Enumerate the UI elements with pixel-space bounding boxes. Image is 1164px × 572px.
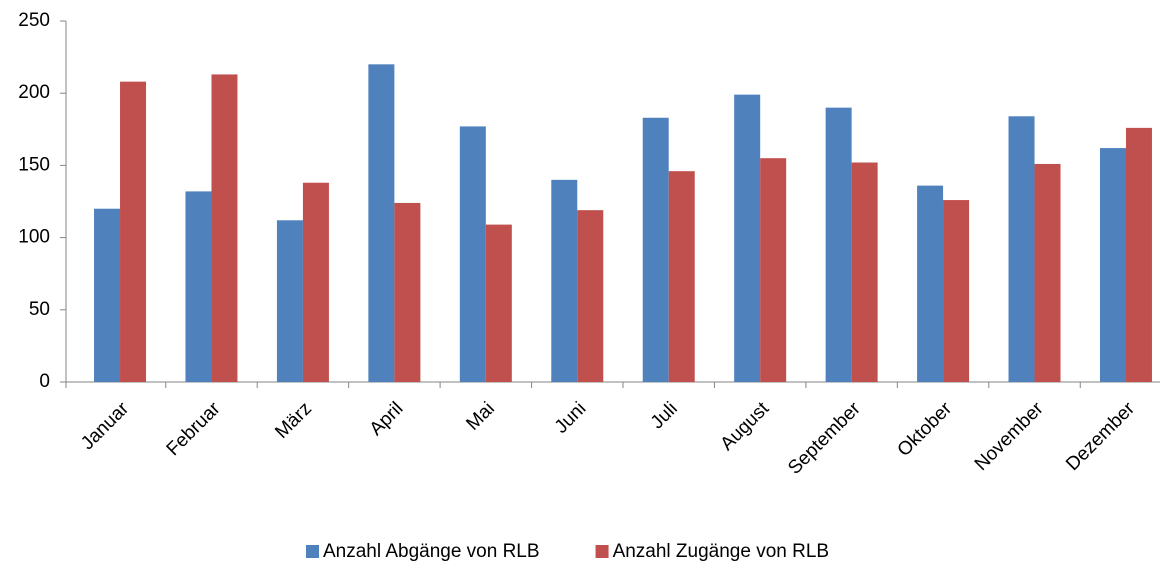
x-tick-label: Oktober: [894, 398, 957, 461]
bar: [943, 200, 970, 382]
bar: [185, 191, 212, 382]
x-tick-label: Mai: [462, 398, 499, 435]
bar: [211, 74, 238, 382]
x-tick-label: Januar: [77, 398, 133, 454]
legend-label: Anzahl Zugänge von RLB: [613, 541, 830, 562]
x-tick-label: April: [366, 398, 408, 440]
bar: [485, 224, 512, 382]
bar: [734, 94, 761, 383]
bar: [577, 210, 604, 382]
legend-swatch: [306, 545, 319, 558]
bar: [551, 179, 578, 382]
bar: [1034, 163, 1061, 382]
bar: [1099, 148, 1126, 382]
x-tick-label: November: [971, 398, 1048, 475]
x-tick-label: März: [271, 398, 316, 443]
y-tick-label: 250: [18, 10, 50, 31]
bar: [642, 117, 669, 383]
bar: [368, 64, 395, 382]
bar: [851, 162, 878, 382]
bar: [94, 208, 121, 382]
y-tick-label: 150: [18, 154, 50, 175]
y-tick-label: 200: [18, 82, 50, 103]
bar: [1125, 127, 1152, 382]
bar: [760, 158, 787, 382]
bar: [1008, 116, 1035, 382]
legend-label: Anzahl Abgänge von RLB: [323, 541, 540, 562]
x-tick-label: August: [717, 398, 774, 455]
bar: [917, 185, 944, 382]
bar: [276, 220, 303, 382]
bar: [394, 202, 421, 382]
x-tick-label: Juli: [647, 398, 682, 433]
x-tick-label: Dezember: [1062, 398, 1139, 475]
bar: [120, 81, 147, 382]
x-tick-label: Juni: [551, 398, 590, 437]
legend-swatch: [595, 545, 609, 558]
x-tick-label: September: [784, 398, 865, 479]
y-tick-label: 0: [39, 371, 50, 392]
bar: [668, 171, 695, 382]
y-tick-label: 50: [29, 299, 50, 320]
bar: [459, 126, 486, 382]
bar: [302, 182, 329, 382]
x-tick-label: Februar: [163, 398, 225, 460]
y-tick-label: 100: [18, 227, 50, 248]
bar: [825, 107, 852, 382]
